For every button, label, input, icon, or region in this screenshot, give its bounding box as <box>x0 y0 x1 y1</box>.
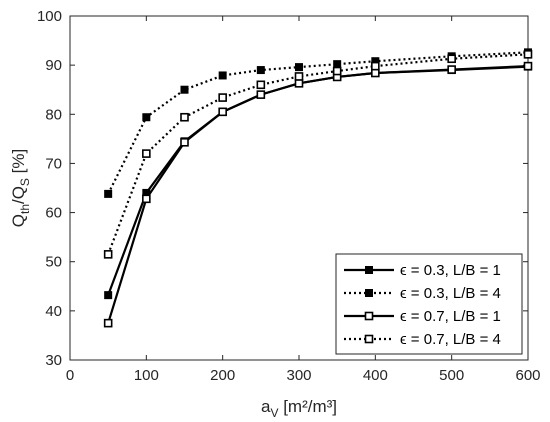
x-tick-label: 100 <box>134 367 159 384</box>
x-tick-label: 300 <box>286 367 311 384</box>
series-3-point <box>103 318 113 328</box>
series-4-point <box>180 112 189 122</box>
series-2-point <box>295 63 303 72</box>
y-tick-label: 100 <box>37 8 62 25</box>
legend-marker-1 <box>365 266 373 274</box>
legend-marker-3 <box>364 311 374 321</box>
series-4-point <box>294 72 304 81</box>
series-3-line <box>107 65 529 324</box>
series-3-point <box>218 107 227 117</box>
series-3-point <box>180 137 189 147</box>
series-4-point <box>142 149 151 158</box>
y-tick-label: 70 <box>45 155 62 172</box>
series-3-point <box>523 61 533 71</box>
y-tick-label: 60 <box>45 205 62 222</box>
series-3-point <box>371 68 380 78</box>
series-4-point <box>332 66 342 76</box>
x-tick-label: 500 <box>439 367 464 384</box>
y-tick-label: 90 <box>45 57 62 74</box>
series-2-line <box>107 51 529 195</box>
y-axis-label: Qth/QS [%] <box>9 149 32 228</box>
x-axis: 0 100 200 300 400 500 600 <box>66 16 541 384</box>
legend-label-3: ϵ = 0.7, L/B = 1 <box>400 308 501 325</box>
legend-marker-4 <box>364 334 374 344</box>
x-tick-label: 200 <box>210 367 235 384</box>
legend-label-1: ϵ = 0.3, L/B = 1 <box>400 262 501 279</box>
series-3-point <box>447 65 456 74</box>
series-2-point <box>180 85 189 94</box>
series-3-point <box>256 90 266 99</box>
x-axis-label: aV [m²/m³] <box>261 397 337 420</box>
legend-marker-2 <box>365 289 373 297</box>
y-tick-label: 30 <box>45 352 62 369</box>
y-tick-label: 80 <box>45 106 62 123</box>
series-2-point <box>142 113 151 122</box>
series-4-point <box>218 93 227 102</box>
series-2-point <box>333 60 342 69</box>
series-3-point <box>142 194 151 204</box>
series-2-point <box>218 71 227 80</box>
x-tick-label: 0 <box>66 367 74 384</box>
series-4-point <box>523 50 533 59</box>
x-tick-label: 400 <box>363 367 388 384</box>
series-4-point <box>447 54 456 64</box>
series-2-point <box>256 66 265 75</box>
y-axis: 30 40 50 60 70 80 90 100 <box>37 8 528 369</box>
series-4-point <box>371 61 380 71</box>
legend-label-2: ϵ = 0.3, L/B = 4 <box>400 285 501 302</box>
series-4-point <box>103 250 113 259</box>
legend-label-4: ϵ = 0.7, L/B = 4 <box>400 331 501 348</box>
series-4-point <box>256 80 266 90</box>
series-3 <box>103 61 533 328</box>
x-tick-label: 600 <box>515 367 540 384</box>
series-1-point <box>104 291 113 300</box>
y-tick-label: 50 <box>45 254 62 271</box>
series-layer <box>103 48 533 328</box>
legend: ϵ = 0.3, L/B = 1 ϵ = 0.3, L/B = 4 ϵ = 0.7,… <box>335 253 523 355</box>
series-4 <box>103 50 533 259</box>
y-tick-label: 40 <box>45 303 62 320</box>
series-2-point <box>104 189 113 198</box>
series-3-point <box>294 79 304 88</box>
